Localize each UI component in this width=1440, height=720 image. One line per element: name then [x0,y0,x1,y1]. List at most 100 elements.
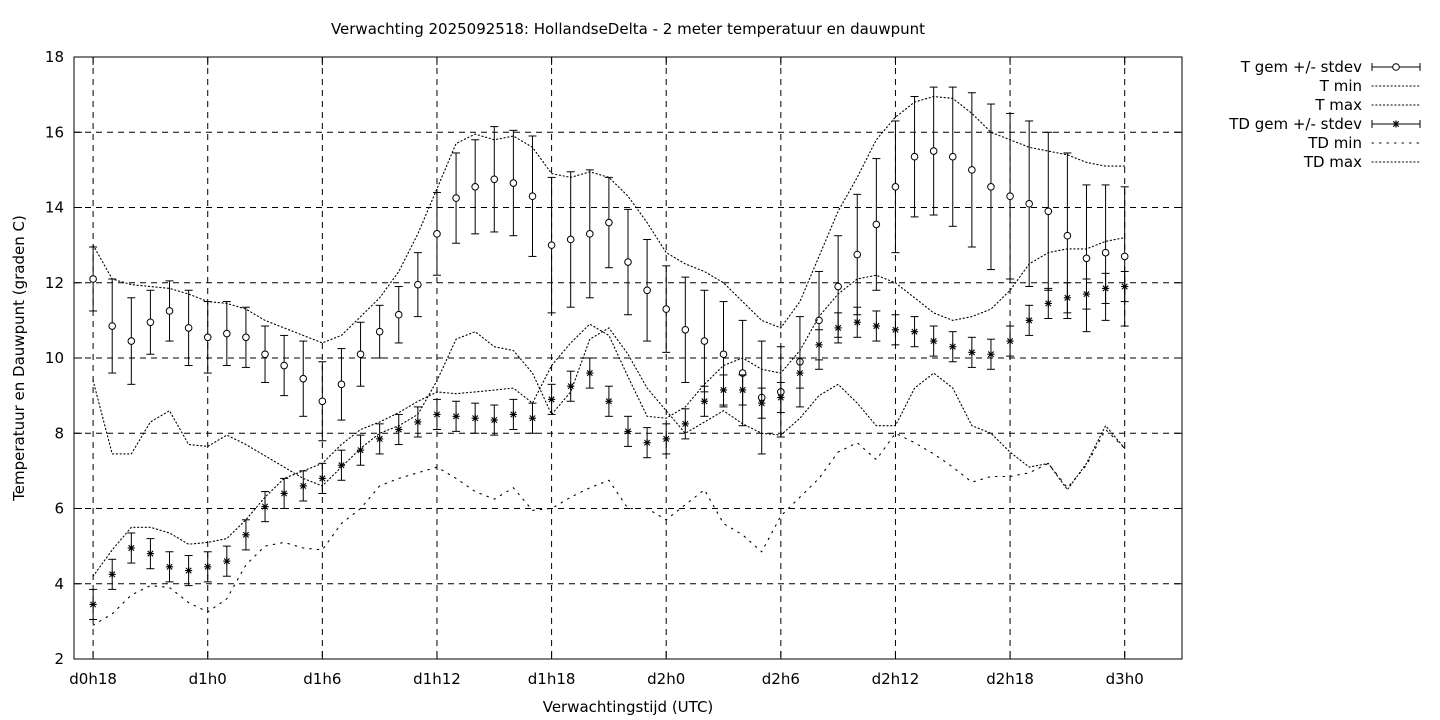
data-point [452,413,460,420]
data-point [300,482,307,490]
data-point [147,550,154,557]
data-point [146,318,155,327]
data-point [395,426,402,433]
data-point [203,333,212,342]
data-point [987,351,995,358]
data-point [376,435,383,442]
data-point [605,398,612,405]
legend-label: T max [1314,96,1362,114]
data-point [433,230,441,238]
data-point [90,601,97,608]
data-point [1064,294,1071,301]
data-point [949,343,956,350]
y-tick-label: 12 [45,274,64,292]
data-point [165,307,174,315]
data-point [223,558,230,565]
data-point [509,179,518,187]
data-point [834,282,842,291]
data-point [510,411,517,418]
data-point [357,447,364,454]
data-point [720,386,727,394]
data-point [89,275,97,283]
data-point [261,503,269,510]
data-point [1006,192,1014,201]
data-point [739,386,746,394]
series-line [92,95,1126,344]
data-point [548,396,555,403]
data-point [472,415,479,422]
series-1 [92,327,1126,491]
y-tick-label: 16 [45,123,64,141]
data-point [624,258,632,266]
data-point [566,235,575,244]
data-point [968,166,976,174]
data-point [529,415,536,422]
x-tick-label: d2h0 [647,670,685,688]
legend-label: TD gem +/- stdev [1228,115,1362,133]
legend-label: TD min [1307,134,1362,152]
data-point [1082,254,1091,263]
data-point [528,192,537,201]
data-point [433,411,441,418]
data-point [280,361,288,370]
x-tick-label: d1h6 [303,670,341,688]
data-point [605,218,613,227]
data-point [1025,199,1033,208]
data-point [547,241,556,249]
data-point [1006,337,1014,345]
grid [74,57,1182,659]
data-point [166,563,173,570]
data-point [873,322,880,330]
data-point [414,280,422,289]
axis-ticks: 2 4 6 8 10 12 14 16 18 d0h18 d1h0 d1h6 d1h12 d1h18 d2h… [45,48,1182,688]
legend-marker [1392,63,1400,71]
data-point [108,322,117,330]
data-point [414,418,421,426]
data-point [1101,248,1110,257]
data-point [1063,231,1072,240]
data-point [567,383,574,390]
data-point [375,327,384,336]
plot-frame [73,56,1183,660]
data-point [185,567,192,574]
data-point [663,435,670,442]
data-point [1026,317,1033,324]
data-point [242,531,250,538]
x-tick-label: d1h18 [528,670,576,688]
data-point [719,350,728,359]
data-point [337,380,346,389]
data-point [796,369,804,377]
data-point [471,183,479,191]
data-point [1102,285,1109,292]
data-point [452,194,460,202]
x-tick-label: d2h18 [986,670,1034,688]
data-point [356,350,365,359]
series-line [92,237,1126,577]
y-tick-label: 2 [54,650,64,668]
data-point [662,305,671,313]
data-point [1120,252,1129,261]
data-point [987,183,995,191]
data-point [701,398,708,405]
data-point [681,325,690,334]
data-point [128,544,135,552]
legend-label: T gem +/- stdev [1240,58,1362,76]
data-point [586,369,593,377]
data-point [777,394,784,401]
data-point [223,329,231,338]
data-point [261,350,269,359]
data-point [1121,283,1128,290]
data-point [815,341,823,348]
legend-marker [1392,120,1400,128]
series-4 [92,428,1126,626]
data-point [892,326,899,333]
data-point [891,183,900,191]
data-point [872,220,881,229]
x-axis-label: Verwachtingstijd (UTC) [543,698,714,716]
data-point [853,250,862,259]
data-point [929,147,938,155]
legend-label: TD max [1303,153,1362,171]
data-point [204,563,211,570]
